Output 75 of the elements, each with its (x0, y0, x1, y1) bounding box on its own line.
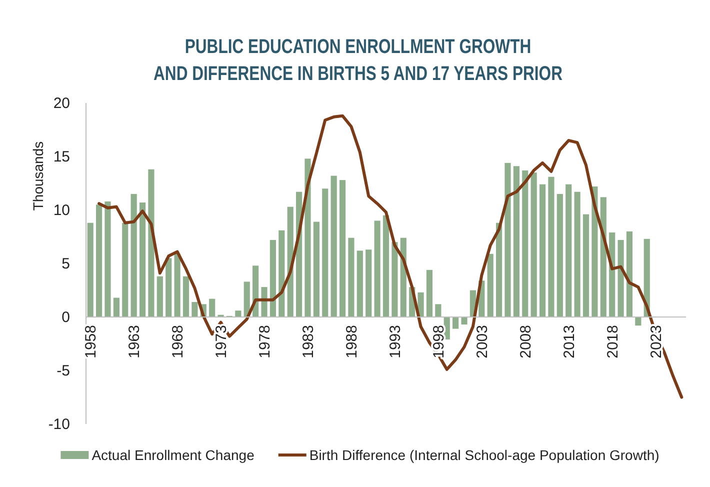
x-tick-label: 1998 (430, 325, 448, 358)
bar (548, 176, 554, 317)
y-tick-label: -5 (56, 362, 70, 380)
bar (366, 250, 372, 317)
bar (192, 302, 198, 317)
x-tick-label: 2008 (517, 325, 534, 358)
bar (461, 317, 468, 324)
bar (148, 169, 154, 317)
chart-title: PUBLIC EDUCATION ENROLLMENT GROWTH AND DIFFERENCE IN BIRTHS 5 AND 17 YEARS PRIOR (154, 35, 562, 84)
bar (278, 230, 285, 317)
bar (174, 254, 180, 317)
bar (182, 276, 190, 317)
legend-label: Actual Enrollment Change (92, 446, 255, 463)
bar (496, 222, 502, 317)
x-tick-label: 2013 (560, 325, 578, 358)
bar (626, 231, 633, 317)
bar (209, 298, 216, 317)
bar (574, 192, 580, 317)
x-tick-label: 1963 (126, 325, 144, 358)
bar (139, 202, 146, 317)
bar (374, 220, 380, 317)
x-tick-label: 1958 (82, 325, 100, 358)
bar (539, 184, 546, 317)
x-tick-label: 2018 (604, 325, 622, 358)
bar (513, 166, 520, 317)
x-tick-label: 1983 (300, 325, 317, 358)
bar (382, 215, 390, 317)
line-series (98, 114, 684, 399)
bar (330, 176, 337, 317)
y-tick-label: -10 (48, 416, 70, 433)
bar (87, 222, 94, 317)
bar (113, 298, 120, 317)
bar (522, 170, 528, 317)
x-tick-label: 1993 (386, 325, 404, 358)
bar (304, 158, 311, 317)
bar (556, 194, 563, 317)
bar (270, 240, 276, 317)
bar (504, 162, 511, 317)
bar (156, 276, 163, 317)
bar (426, 270, 433, 317)
bar (235, 310, 242, 317)
y-tick-label: 20 (53, 94, 70, 112)
bar (418, 292, 424, 317)
x-tick-label: 1988 (343, 325, 360, 358)
bar (487, 254, 494, 317)
y-tick-label: 5 (62, 255, 70, 272)
bar (122, 222, 128, 317)
x-tick-label: 1978 (256, 325, 274, 358)
bar (356, 250, 363, 317)
x-tick-label: 1973 (213, 325, 230, 358)
bar (618, 240, 624, 317)
bar (130, 194, 137, 317)
bar (313, 222, 320, 317)
y-tick-label: 15 (53, 148, 70, 166)
bar (530, 172, 537, 317)
legend-label: Birth Difference (Internal School-age Population Growth) (309, 446, 660, 463)
bar (166, 258, 172, 317)
bar (96, 204, 102, 317)
bar (582, 214, 590, 317)
bar (392, 242, 398, 317)
bar (244, 282, 250, 317)
bar (566, 184, 572, 317)
y-tick-label: 0 (62, 308, 70, 326)
x-tick-label: 2023 (648, 325, 665, 358)
y-axis-title: Thousands (30, 141, 46, 211)
x-tick-label: 1968 (170, 325, 187, 358)
bar (435, 304, 442, 317)
bar (322, 188, 328, 317)
bar (104, 201, 111, 317)
bar (348, 238, 354, 317)
bar (635, 317, 642, 326)
bar (452, 317, 459, 329)
bar (339, 180, 346, 317)
y-tick-label: 10 (53, 202, 70, 219)
x-tick-label: 2003 (474, 325, 491, 358)
